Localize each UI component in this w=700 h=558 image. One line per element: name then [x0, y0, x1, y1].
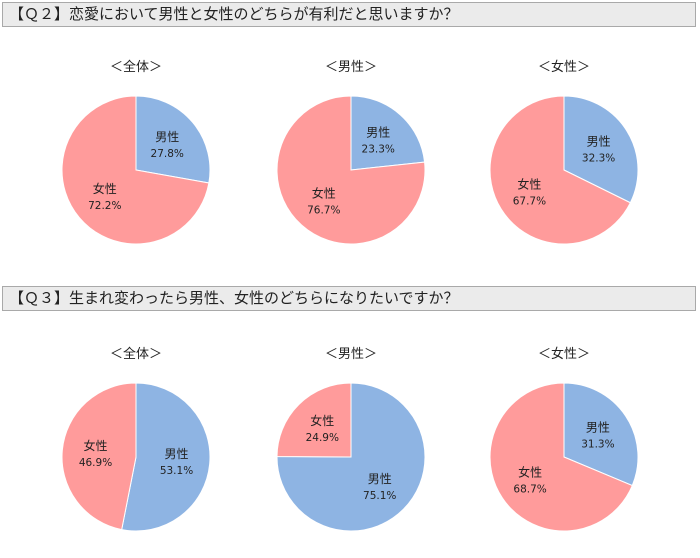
slice-value-label: 75.1% — [363, 490, 396, 502]
slice-value-label: 23.3% — [362, 144, 395, 156]
pie-slice-male — [350, 95, 426, 171]
chart-title: ＜男性＞ — [324, 347, 377, 362]
pie-slice-male — [276, 382, 426, 532]
q3-heading: 【Ｑ３】生まれ変わったら男性、女性のどちらになりたいですか？ — [2, 286, 696, 311]
slice-label: 女性 — [312, 185, 336, 200]
slice-label: 女性 — [93, 181, 117, 196]
chart-title: ＜全体＞ — [109, 60, 162, 75]
pie-svg: 男性 32.3% 女性 67.7% — [489, 95, 639, 245]
slice-value-label: 76.7% — [307, 204, 340, 216]
slice-value-label: 32.3% — [582, 153, 615, 165]
pie-slice-male — [563, 95, 639, 204]
slice-label: 女性 — [310, 413, 334, 428]
pie-svg: 男性 75.1% 女性 24.9% — [276, 382, 426, 532]
q2-pie-all: ＜全体＞ 男性 27.8% 女性 72.2% — [36, 60, 236, 260]
q2-heading: 【Ｑ２】恋愛において男性と女性のどちらが有利だと思いますか？ — [2, 2, 696, 27]
slice-label: 男性 — [164, 447, 188, 461]
slice-value-label: 31.3% — [581, 438, 614, 450]
pie-svg: 男性 31.3% 女性 68.7% — [489, 382, 639, 532]
slice-value-label: 53.1% — [160, 465, 193, 477]
pie-svg: 男性 27.8% 女性 72.2% — [61, 95, 211, 245]
slice-label: 男性 — [155, 130, 179, 144]
slice-value-label: 27.8% — [151, 148, 184, 160]
pie-slice-female — [276, 382, 352, 458]
slice-value-label: 46.9% — [79, 457, 112, 469]
chart-title: ＜全体＞ — [109, 347, 162, 362]
q3-pie-men: ＜男性＞ 男性 75.1% 女性 24.9% — [251, 347, 451, 547]
slice-label: 男性 — [586, 420, 610, 434]
pie-slice-male — [135, 95, 211, 184]
pie-slice-female — [489, 95, 632, 245]
slice-value-label: 68.7% — [513, 484, 546, 496]
chart-title: ＜女性＞ — [537, 60, 590, 75]
pie-slice-female — [61, 95, 210, 245]
q3-pie-women: ＜女性＞ 男性 31.3% 女性 68.7% — [464, 347, 664, 547]
pie-svg: 男性 23.3% 女性 76.7% — [276, 95, 426, 245]
slice-value-label: 67.7% — [513, 196, 546, 208]
pie-slice-female — [489, 382, 633, 532]
slice-label: 男性 — [368, 472, 392, 486]
slice-label: 女性 — [518, 465, 542, 480]
q3-pie-all: ＜全体＞ 男性 53.1% 女性 46.9% — [36, 347, 236, 547]
slice-value-label: 72.2% — [88, 200, 121, 212]
pie-slice-male — [121, 382, 211, 532]
slice-value-label: 24.9% — [306, 432, 339, 444]
pie-slice-female — [61, 382, 137, 531]
slice-label: 男性 — [587, 135, 611, 149]
slice-label: 男性 — [366, 126, 390, 140]
pie-slice-male — [563, 382, 639, 487]
pie-slice-female — [276, 95, 426, 245]
q2-pie-women: ＜女性＞ 男性 32.3% 女性 67.7% — [464, 60, 664, 260]
chart-title: ＜女性＞ — [537, 347, 590, 362]
chart-title: ＜男性＞ — [324, 60, 377, 75]
slice-label: 女性 — [83, 438, 107, 453]
pie-svg: 男性 53.1% 女性 46.9% — [61, 382, 211, 532]
slice-label: 女性 — [517, 177, 541, 192]
q2-pie-men: ＜男性＞ 男性 23.3% 女性 76.7% — [251, 60, 451, 260]
